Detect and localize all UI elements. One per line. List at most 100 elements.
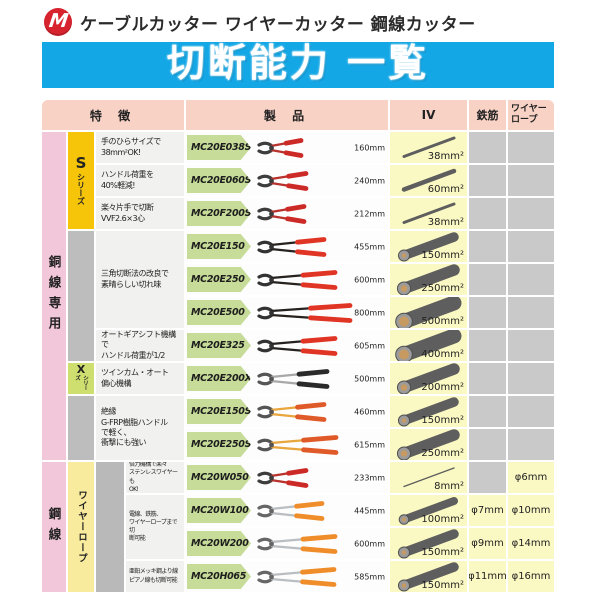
- cable-icon: [397, 397, 459, 427]
- iv-capacity-value: 60mm²: [427, 184, 464, 195]
- product-length: 585mm: [354, 572, 385, 581]
- feature-cell: ハンドル荷重を 40%軽減!: [96, 165, 184, 196]
- iv-capacity-cell: 8mm²: [390, 462, 467, 493]
- series-letter: S: [75, 154, 87, 172]
- wire-rope-capacity-cell: [508, 198, 554, 229]
- series-letter: X: [76, 363, 86, 376]
- cutter-tool-icon: [257, 368, 330, 389]
- tool-image: [256, 399, 330, 425]
- category-label-text: 銅線専用: [46, 255, 62, 337]
- product-length: 500mm: [354, 374, 385, 383]
- rebar-capacity-cell: [469, 396, 506, 427]
- feature-cell: ツインカム・オート 偏心機構: [96, 363, 184, 394]
- product-length: 605mm: [354, 341, 385, 350]
- product-model-label: MC20E038S: [187, 135, 251, 160]
- tool-image: [256, 564, 340, 590]
- tool-image: [256, 333, 341, 359]
- product-length: 445mm: [354, 506, 385, 515]
- cable-icon: [397, 232, 459, 262]
- product-cell: MC20E325 605mm: [186, 330, 388, 361]
- left-spacer: [96, 462, 124, 592]
- product-length: 455mm: [354, 242, 385, 251]
- product-length: 600mm: [354, 539, 385, 548]
- rebar-capacity-cell: [469, 297, 506, 328]
- iv-capacity-cell: 150mm²: [390, 528, 467, 559]
- feature-cell: 手のひらサイズで 38mm²OK!: [96, 132, 184, 163]
- rebar-capacity-cell: [469, 330, 506, 361]
- product-length: 460mm: [354, 407, 385, 416]
- wire-rope-capacity-cell: [508, 363, 554, 394]
- product-length: 212mm: [354, 209, 385, 218]
- product-cell: MC20W100 445mm: [186, 495, 388, 526]
- col-header-feature: 特 徴: [42, 100, 184, 130]
- tool-image: [256, 267, 341, 293]
- series-suffix: シリーズ: [76, 173, 86, 205]
- feature-cell: オートギアシフト機構で ハンドル荷重が1/2: [96, 330, 184, 361]
- rebar-capacity-cell: φ11mm: [469, 561, 506, 592]
- product-length: 233mm: [354, 473, 385, 482]
- iv-capacity-value: 400mm²: [421, 349, 464, 360]
- tool-image: [256, 300, 356, 326]
- series-spacer: [68, 231, 94, 361]
- page-title: ケーブルカッター ワイヤーカッター 鋼線カッター: [80, 14, 476, 35]
- product-model-label: MC20E250: [187, 267, 251, 292]
- product-model-label: MC20E250S: [187, 432, 251, 457]
- product-model-label: MC20E150: [187, 234, 251, 259]
- cutting-capacity-table: 特 徴 製 品 IV 鉄筋 ワイヤー ロープ 銅線専用 鋼線 S シリーズ X シリーズワ…: [42, 100, 554, 592]
- product-model-label: MC20W200: [187, 531, 251, 556]
- wire-rope-capacity-cell: [508, 264, 554, 295]
- brand-logo-letter: M: [47, 9, 70, 32]
- rebar-capacity-cell: [469, 363, 506, 394]
- iv-capacity-cell: 200mm²: [390, 363, 467, 394]
- product-cell: MC20E038S 160mm: [186, 132, 388, 163]
- cable-icon: [402, 202, 456, 224]
- cable-icon: [396, 264, 460, 295]
- cable-icon: [401, 168, 457, 192]
- rebar-capacity-cell: [469, 429, 506, 460]
- wire-rope-capacity-cell: [508, 396, 554, 427]
- product-length: 800mm: [354, 308, 385, 317]
- iv-capacity-cell: 150mm²: [390, 231, 467, 262]
- iv-capacity-value: 8mm²: [434, 481, 464, 492]
- category-label: 銅線専用: [42, 132, 66, 460]
- series-suffix: シリーズ: [74, 375, 88, 390]
- wire-rope-capacity-cell: [508, 297, 554, 328]
- cable-icon: [397, 562, 459, 592]
- cutter-tool-icon: [257, 467, 309, 488]
- banner: 切断能力 一覧: [42, 41, 554, 88]
- banner-title: 切断能力 一覧: [166, 41, 430, 85]
- cable-icon: [402, 136, 456, 158]
- feature-cell: 楽々片手で切断 VVF2.6×3心: [96, 198, 184, 229]
- wire-rope-capacity-cell: [508, 231, 554, 262]
- wire-rope-capacity-cell: φ6mm: [508, 462, 554, 493]
- wire-rope-capacity-cell: φ14mm: [508, 528, 554, 559]
- product-model-label: MC20W100: [187, 498, 251, 523]
- product-model-label: MC20E150S: [187, 399, 251, 424]
- product-length: 160mm: [354, 143, 385, 152]
- rebar-capacity-cell: [469, 264, 506, 295]
- iv-capacity-cell: 38mm²: [390, 198, 467, 229]
- category-label-text: 鋼線: [46, 506, 62, 548]
- cutter-tool-icon: [257, 434, 339, 455]
- iv-capacity-value: 200mm²: [421, 382, 464, 393]
- product-length: 240mm: [354, 176, 385, 185]
- iv-capacity-value: 150mm²: [421, 547, 464, 558]
- tool-image: [256, 465, 312, 491]
- col-header-product: 製 品: [186, 100, 388, 130]
- rebar-capacity-cell: [469, 165, 506, 196]
- wire-rope-capacity-cell: [508, 165, 554, 196]
- rebar-capacity-cell: [469, 198, 506, 229]
- wire-rope-capacity-cell: [508, 132, 554, 163]
- product-cell: MC20E250S 615mm: [186, 429, 388, 460]
- product-model-label: MC20H065: [187, 564, 251, 589]
- product-cell: MC20E200X 500mm: [186, 363, 388, 394]
- iv-capacity-value: 150mm²: [421, 415, 464, 426]
- cable-icon: [398, 497, 458, 525]
- tool-image: [256, 366, 333, 392]
- tool-image: [256, 531, 341, 557]
- feature-cell: 亜鉛メッキ鋼より線 ピアノ線も切断可能: [126, 561, 184, 592]
- rebar-capacity-cell: [469, 231, 506, 262]
- top-header: M ケーブルカッター ワイヤーカッター 鋼線カッター: [44, 6, 600, 38]
- series-label-text: ワイヤーロープ: [76, 490, 87, 564]
